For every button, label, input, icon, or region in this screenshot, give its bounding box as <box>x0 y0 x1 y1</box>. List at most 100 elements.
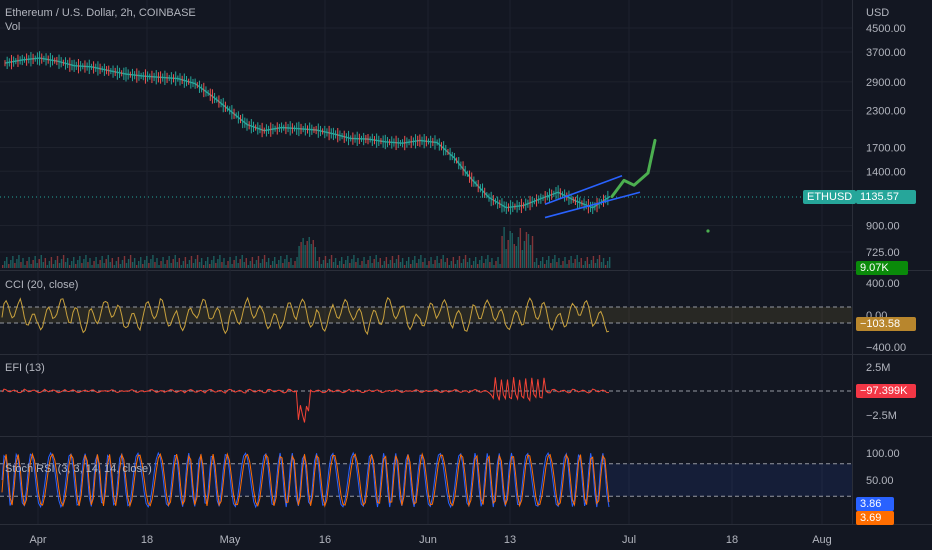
volume-bar <box>269 265 272 268</box>
volume-bar <box>590 260 593 268</box>
volume-bar <box>231 264 233 268</box>
volume-bar <box>154 262 156 268</box>
volume-bar <box>288 262 290 268</box>
stoch-k-value-tag: 3.86 <box>856 497 894 511</box>
volume-bar <box>42 262 44 268</box>
volume-bar <box>420 255 422 268</box>
x-tick-label: 18 <box>726 534 738 546</box>
volume-bar <box>79 256 81 268</box>
volume-bar <box>338 261 341 268</box>
volume-bar <box>184 257 187 268</box>
volume-bar <box>363 257 365 268</box>
volume-bar <box>111 258 114 268</box>
volume-bar <box>519 228 522 268</box>
volume-bar <box>304 245 306 268</box>
volume-bar <box>493 265 495 268</box>
volume-bar <box>142 264 144 268</box>
volume-bar <box>470 265 473 268</box>
volume-bar <box>580 258 582 268</box>
volume-bar <box>48 261 51 268</box>
volume-bar <box>564 257 566 268</box>
volume-bar <box>489 262 491 268</box>
volume-bar <box>381 265 384 268</box>
volume-bar <box>133 258 136 268</box>
volume-bar <box>162 257 164 268</box>
volume-bar <box>371 263 373 268</box>
volume-bar <box>190 256 193 268</box>
price-tick-label: 2300.00 <box>866 105 906 117</box>
volume-bar <box>310 244 312 268</box>
volume-bar <box>286 255 288 268</box>
volume-bar <box>527 234 530 268</box>
volume-bar <box>414 256 416 268</box>
volume-bar <box>81 263 83 268</box>
volume-bar <box>215 263 217 268</box>
volume-bar <box>22 258 24 268</box>
volume-value-tag: 9.07K <box>856 261 908 275</box>
volume-bar <box>497 257 499 268</box>
volume-bar <box>298 246 300 268</box>
volume-bar <box>91 265 93 268</box>
volume-bar <box>38 259 40 268</box>
volume-bar <box>576 255 578 268</box>
volume-bar <box>282 263 284 268</box>
volume-bar <box>359 265 361 268</box>
volume-bar <box>438 263 440 268</box>
volume-bar <box>168 256 170 268</box>
volume-bar <box>365 264 367 268</box>
volume-bar <box>383 261 386 268</box>
x-tick-label: Jul <box>622 534 636 546</box>
efi-tick-label: 2.5M <box>866 362 890 374</box>
volume-bar <box>18 255 20 268</box>
volume-bar <box>511 233 513 268</box>
volume-bar <box>247 265 250 268</box>
volume-bar <box>408 257 410 268</box>
volume-bar <box>32 260 34 268</box>
volume-bar <box>375 255 377 268</box>
volume-bar <box>253 264 256 268</box>
volume-bar <box>71 261 73 268</box>
volume-bar <box>312 240 314 268</box>
volume-bar <box>452 257 455 268</box>
volume-bar <box>292 265 294 268</box>
volume-bar <box>436 256 438 268</box>
volume-bar <box>127 259 130 268</box>
volume-bar <box>517 237 520 268</box>
volume-bar <box>387 264 390 268</box>
volume-bar <box>251 257 254 268</box>
volume-bar <box>539 261 542 268</box>
volume-bar <box>432 264 434 268</box>
volume-bar <box>405 261 408 268</box>
channel-upper-line <box>544 174 623 205</box>
volume-bar <box>166 260 168 268</box>
volume-bar <box>271 261 274 268</box>
volume-bar <box>10 260 12 268</box>
volume-bar <box>584 261 587 268</box>
volume-bar <box>207 257 209 268</box>
volume-bar <box>412 260 414 268</box>
volume-bar <box>481 256 483 268</box>
cci-tick-label: 400.00 <box>866 278 900 290</box>
volume-bar <box>474 257 477 268</box>
volume-bar <box>537 265 540 268</box>
volume-bar <box>600 262 603 268</box>
volume-bar <box>466 262 469 268</box>
volume-bar <box>418 259 420 268</box>
volume-bar <box>361 261 363 268</box>
symbol-name-tag: ETHUSD <box>803 190 857 204</box>
volume-bar <box>229 257 231 268</box>
volume-bar <box>200 258 203 268</box>
volume-bar <box>428 261 430 268</box>
volume-bar <box>221 262 223 268</box>
volume-bar <box>259 263 262 268</box>
cci-tick-label: −400.00 <box>866 342 906 354</box>
volume-bar <box>172 259 174 268</box>
volume-bar <box>20 262 22 268</box>
volume-bar <box>245 258 247 268</box>
volume-bar <box>523 241 526 268</box>
volume-bar <box>176 262 178 268</box>
volume-bar <box>572 263 574 268</box>
volume-bar <box>302 238 304 268</box>
volume-bar <box>278 260 280 268</box>
